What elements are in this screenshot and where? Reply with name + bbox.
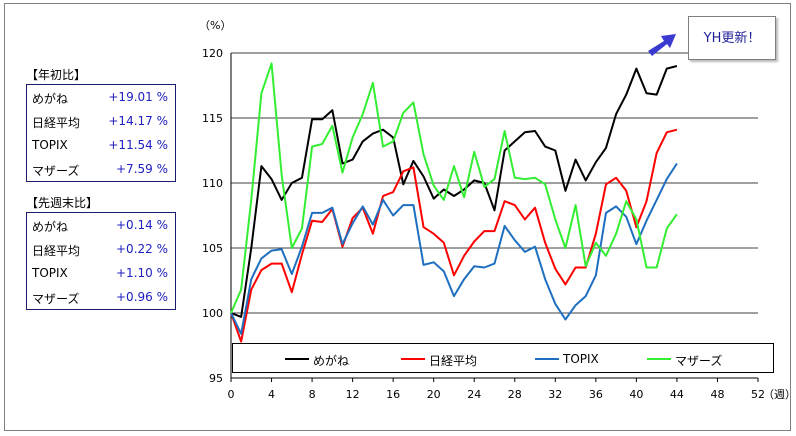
- wow-panel-title: 【先週末比】: [26, 196, 99, 210]
- stat-name: マザーズ: [32, 292, 80, 306]
- legend-label: めがね: [313, 354, 350, 368]
- y-tick-label: 115: [202, 112, 223, 125]
- x-tick-label: 12: [346, 388, 360, 401]
- wow-panel: めがね +0.14 % 日経平均 +0.22 % TOPIX +1.10 % マザーズ +0.…: [26, 212, 176, 310]
- x-tick-label: 8: [309, 388, 316, 401]
- series-line-1: [230, 128, 678, 343]
- x-tick-label: 20: [427, 388, 441, 401]
- series-line-2: [230, 162, 678, 335]
- stat-name: めがね: [32, 220, 69, 234]
- stat-row: 日経平均 +0.22 %: [27, 237, 175, 261]
- x-tick-label: 24: [467, 388, 481, 401]
- x-tick-label: 0: [228, 388, 235, 401]
- x-tick-label: 16: [386, 388, 400, 401]
- ytd-panel: めがね +19.01 % 日経平均 +14.17 % TOPIX +11.54 % マザーズ…: [26, 84, 176, 182]
- stat-value: +19.01 %: [108, 90, 168, 104]
- chart-legend: めがね 日経平均 TOPIX マザーズ: [232, 343, 774, 373]
- x-tick-label: 28: [508, 388, 522, 401]
- y-tick-label: 100: [202, 307, 223, 320]
- stat-value: +1.10 %: [116, 266, 168, 280]
- stat-value: +14.17 %: [108, 114, 168, 128]
- chart-grid: [231, 52, 758, 379]
- stat-value: +11.54 %: [108, 138, 168, 152]
- x-tick-label: 32: [548, 388, 562, 401]
- ytd-panel-title: 【年初比】: [26, 68, 87, 82]
- stat-row: マザーズ +0.96 %: [27, 285, 175, 309]
- y-tick-label: 95: [209, 372, 223, 385]
- legend-label: 日経平均: [429, 354, 478, 368]
- legend-swatch: [285, 358, 309, 360]
- y-tick-label: 105: [202, 242, 223, 255]
- x-tick-label: 52: [751, 388, 765, 401]
- legend-label: マザーズ: [675, 354, 723, 368]
- stat-value: +0.14 %: [116, 218, 168, 232]
- x-tick-label: 44: [670, 388, 684, 401]
- stat-row: TOPIX +11.54 %: [27, 133, 175, 157]
- legend-swatch: [647, 358, 671, 360]
- stat-value: +7.59 %: [116, 162, 168, 176]
- y-unit-label: （%）: [199, 19, 231, 32]
- stat-name: TOPIX: [32, 266, 68, 280]
- x-unit-label: （週）: [763, 388, 796, 401]
- stat-name: 日経平均: [32, 116, 81, 130]
- stat-row: 日経平均 +14.17 %: [27, 109, 175, 133]
- stat-value: +0.96 %: [116, 290, 168, 304]
- x-tick-label: 40: [629, 388, 643, 401]
- callout-arrow-icon: [648, 34, 676, 56]
- series-line-0: [230, 65, 678, 318]
- stat-row: マザーズ +7.59 %: [27, 157, 175, 181]
- legend-swatch: [535, 358, 559, 360]
- stat-row: めがね +0.14 %: [27, 213, 175, 237]
- x-tick-label: 4: [268, 388, 275, 401]
- legend-swatch: [401, 358, 425, 360]
- stat-row: TOPIX +1.10 %: [27, 261, 175, 285]
- series-line-3: [230, 62, 678, 314]
- stat-name: めがね: [32, 92, 69, 106]
- stat-name: 日経平均: [32, 244, 81, 258]
- y-tick-label: 110: [202, 177, 223, 190]
- chart-series: [230, 62, 678, 343]
- y-tick-label: 120: [202, 47, 223, 60]
- x-tick-label: 48: [710, 388, 724, 401]
- stat-name: マザーズ: [32, 164, 80, 178]
- stat-row: めがね +19.01 %: [27, 85, 175, 109]
- chart-frame: [4, 3, 791, 431]
- yh-update-callout: YH更新！: [688, 16, 776, 60]
- stat-name: TOPIX: [32, 138, 68, 152]
- legend-label: TOPIX: [563, 352, 599, 366]
- x-tick-label: 36: [589, 388, 603, 401]
- stat-value: +0.22 %: [116, 242, 168, 256]
